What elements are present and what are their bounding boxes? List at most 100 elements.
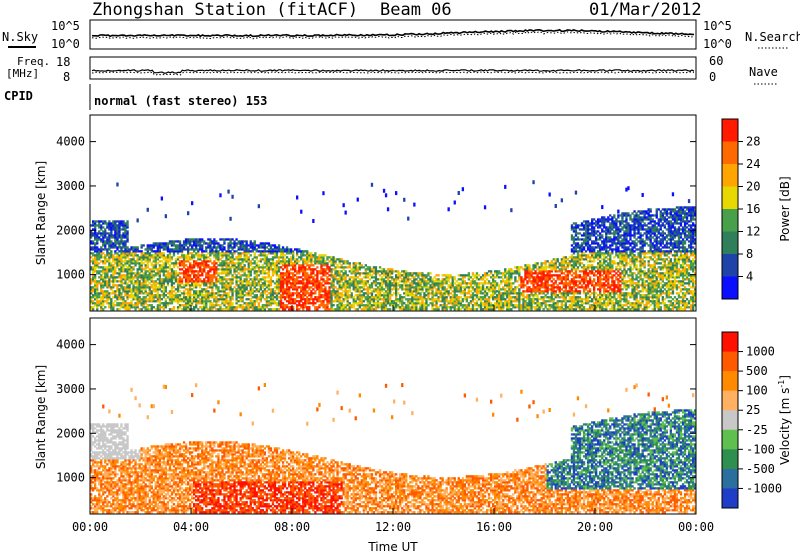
data-cell [372, 268, 376, 271]
data-cell [334, 276, 337, 279]
data-cell [122, 288, 125, 291]
data-cell [552, 274, 555, 277]
data-cell [316, 276, 319, 279]
data-cell [126, 226, 129, 229]
data-cell [302, 306, 305, 309]
data-cell [215, 252, 218, 255]
data-cell [197, 308, 200, 311]
data-cell [148, 246, 151, 249]
data-cell [528, 268, 531, 271]
data-cell [134, 246, 137, 249]
data-cell [150, 300, 153, 303]
data-cell [142, 302, 145, 305]
data-cell [180, 260, 184, 263]
data-cell [502, 272, 505, 275]
data-cell [100, 286, 103, 289]
data-cell [342, 282, 345, 285]
data-cell [225, 256, 228, 259]
data-cell [253, 272, 256, 275]
data-cell [187, 266, 190, 269]
data-cell [334, 258, 337, 261]
data-cell [156, 290, 160, 293]
data-cell [358, 278, 362, 281]
data-cell [255, 264, 258, 267]
data-cell [532, 286, 535, 289]
data-cell [120, 280, 123, 283]
data-cell [512, 300, 515, 303]
data-cell [229, 284, 232, 287]
data-cell [514, 266, 517, 269]
data-cell [144, 274, 147, 277]
data-cell [98, 304, 101, 307]
data-cell [300, 296, 303, 299]
data-cell [257, 254, 261, 257]
data-cell [310, 254, 313, 257]
data-cell [118, 298, 121, 301]
data-cell [431, 298, 434, 301]
data-cell [496, 290, 499, 293]
data-cell [516, 298, 519, 301]
data-cell [516, 280, 519, 283]
data-cell [273, 254, 277, 257]
data-cell [281, 306, 285, 309]
data-cell [368, 268, 372, 271]
data-cell [104, 282, 107, 285]
data-cell [102, 278, 105, 281]
data-cell [193, 256, 196, 259]
data-cell [98, 258, 101, 261]
data-cell [233, 276, 236, 279]
nsky-label: N.Sky [2, 30, 38, 44]
data-cell [530, 288, 533, 291]
data-cell [166, 256, 170, 259]
data-cell [326, 296, 329, 299]
data-cell [399, 272, 402, 275]
data-cell [108, 260, 111, 263]
data-cell [257, 274, 261, 277]
data-cell [209, 268, 212, 271]
data-cell [508, 278, 511, 281]
data-cell [314, 274, 317, 277]
data-cell [166, 244, 170, 247]
data-cell [306, 308, 309, 311]
data-cell [378, 298, 382, 301]
data-cell [116, 230, 119, 233]
data-cell [209, 250, 212, 253]
data-cell [455, 294, 458, 297]
data-cell [132, 250, 135, 253]
data-cell [298, 266, 301, 269]
data-cell [538, 278, 541, 281]
data-cell [532, 280, 535, 283]
data-cell [358, 272, 362, 275]
data-cell [382, 268, 386, 271]
data-cell [350, 270, 353, 273]
data-cell [158, 278, 162, 281]
data-cell [550, 270, 553, 273]
nave-trace [91, 71, 695, 76]
data-cell [362, 276, 366, 279]
data-cell [508, 304, 511, 307]
data-cell [409, 298, 412, 301]
data-cell [443, 288, 446, 291]
data-cell [199, 306, 202, 309]
data-cell [249, 284, 252, 287]
data-cell [417, 290, 420, 293]
data-cell [178, 284, 182, 287]
data-cell [374, 268, 378, 271]
data-cell [518, 302, 521, 305]
data-cell [247, 272, 250, 275]
data-cell [294, 284, 297, 287]
data-cell [138, 258, 141, 261]
data-cell [267, 276, 271, 279]
data-cell [368, 288, 372, 291]
data-cell [504, 294, 507, 297]
data-cell [302, 296, 305, 299]
data-cell [544, 264, 547, 267]
data-cell [290, 294, 293, 297]
data-cell [290, 286, 293, 289]
data-cell [451, 302, 454, 305]
data-cell [332, 282, 335, 285]
data-cell [219, 252, 222, 255]
data-cell [106, 284, 109, 287]
data-cell [180, 262, 184, 265]
data-cell [162, 254, 166, 257]
